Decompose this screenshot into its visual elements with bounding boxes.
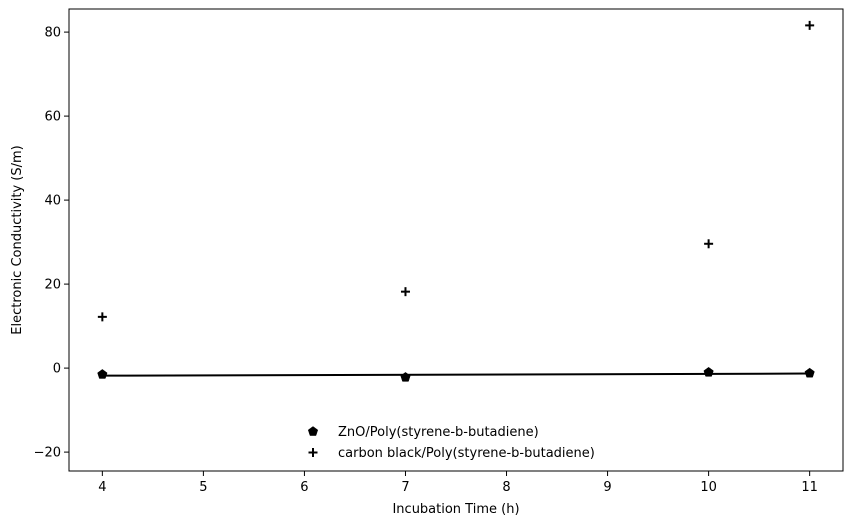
y-tick-label: 40 xyxy=(44,194,61,209)
x-tick-label: 7 xyxy=(401,480,409,495)
y-axis-ticks: −20 0 20 40 60 80 xyxy=(34,26,69,461)
x-tick-label: 5 xyxy=(199,480,207,495)
x-axis-title: Incubation Time (h) xyxy=(392,502,519,517)
x-tick-label: 11 xyxy=(801,480,818,495)
plot-area xyxy=(69,9,843,471)
legend-label-carbon-black: carbon black/Poly(styrene-b-butadiene) xyxy=(338,446,595,461)
x-axis-ticks: 4 5 6 7 8 9 10 11 xyxy=(98,471,818,495)
x-tick-label: 4 xyxy=(98,480,106,495)
y-tick-label: 0 xyxy=(53,362,61,377)
y-axis-title: Electronic Conductivity (S/m) xyxy=(10,145,25,335)
x-tick-label: 9 xyxy=(603,480,611,495)
y-tick-label: 20 xyxy=(44,278,61,293)
y-tick-label: 80 xyxy=(44,26,61,41)
legend-label-zno: ZnO/Poly(styrene-b-butadiene) xyxy=(338,425,539,440)
y-tick-label: −20 xyxy=(34,446,61,461)
y-tick-label: 60 xyxy=(44,110,61,125)
x-tick-label: 6 xyxy=(300,480,308,495)
x-tick-label: 8 xyxy=(502,480,510,495)
x-tick-label: 10 xyxy=(700,480,717,495)
